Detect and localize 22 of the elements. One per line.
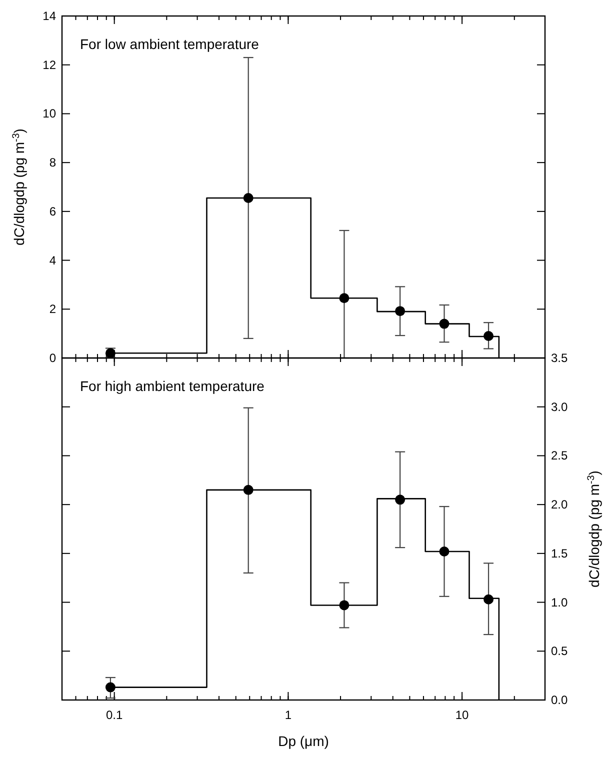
y2-tick-label: 0.5 <box>551 644 568 658</box>
y2-tick-label: 2.0 <box>551 498 568 512</box>
y-tick-label: 6 <box>49 204 56 218</box>
x-axis-title: Dp (μm) <box>278 733 329 749</box>
annotation: For low ambient temperature <box>80 36 260 52</box>
x-tick-label: 1 <box>284 708 292 722</box>
y-tick-label: 4 <box>49 253 56 268</box>
x-tick-label: 0.1 <box>106 708 123 722</box>
y2-tick-label: 1.5 <box>551 546 568 560</box>
y-tick-label: 2 <box>49 302 56 316</box>
y2-tick-label: 2.5 <box>551 448 568 463</box>
x-tick-label: 10 <box>455 708 470 722</box>
y-tick-label: 8 <box>49 156 56 170</box>
y2-tick-label: 3.5 <box>551 351 568 365</box>
y-tick-label: 0 <box>49 351 56 365</box>
y-tick-label: 12 <box>42 58 56 72</box>
y-tick-label: 10 <box>42 106 56 121</box>
y-tick-label: 14 <box>42 9 56 23</box>
y2-tick-label: 1.0 <box>551 595 568 610</box>
annotation: For high ambient temperature <box>80 378 265 394</box>
y2-tick-label: 3.0 <box>551 400 568 414</box>
y2-tick-label: 0.0 <box>551 693 568 707</box>
